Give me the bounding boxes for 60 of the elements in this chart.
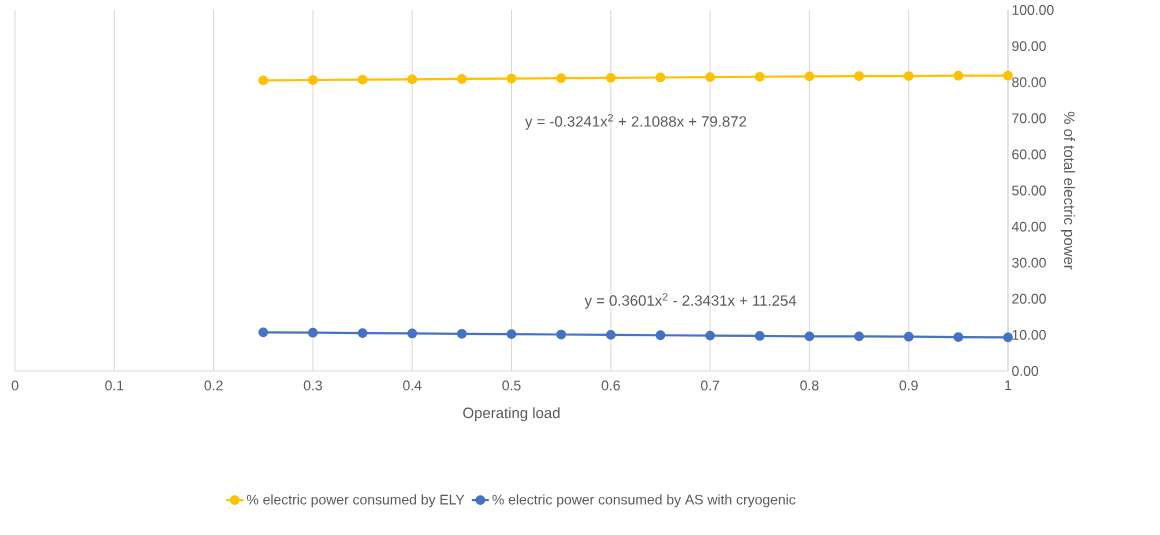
y-tick-label: 40.00 bbox=[1011, 221, 1046, 232]
y-tick-label: 100.00 bbox=[1012, 5, 1054, 15]
point bbox=[804, 71, 815, 82]
point bbox=[804, 331, 815, 342]
point bbox=[655, 330, 666, 341]
annotation: y = 0.3601x$^{2}$ - 2.3431x + 11.254 bbox=[584, 293, 797, 309]
x-tick-label: 0.8 bbox=[800, 380, 819, 391]
y-tick-label: 30.00 bbox=[1012, 257, 1046, 268]
point bbox=[357, 74, 368, 85]
y-axis-title: % of total electric power bbox=[1061, 111, 1075, 270]
point bbox=[705, 330, 715, 341]
point bbox=[258, 75, 269, 86]
point bbox=[308, 327, 318, 338]
annotation: y = -0.3241x$^{2}$ + 2.1088x + 79.872 bbox=[524, 114, 747, 130]
x-tick-label: 0.2 bbox=[204, 380, 223, 391]
x-axis-title: Operating load bbox=[463, 407, 560, 422]
y-tick-label: 10.00 bbox=[1012, 329, 1046, 340]
point bbox=[258, 327, 269, 338]
x-tick-label: 0.3 bbox=[303, 380, 322, 391]
point bbox=[854, 331, 864, 342]
point bbox=[506, 73, 517, 84]
y-tick-label: 90.00 bbox=[1012, 41, 1046, 52]
x-tick-label: 0.1 bbox=[105, 380, 124, 391]
y-tick-label: 60.00 bbox=[1012, 149, 1046, 160]
point bbox=[705, 72, 715, 83]
y-tick-label: 20.00 bbox=[1012, 293, 1046, 304]
y-tick-label: 0.00 bbox=[1012, 366, 1039, 376]
point bbox=[456, 328, 467, 339]
y-tick-label: 80.00 bbox=[1012, 77, 1046, 88]
point bbox=[308, 75, 318, 85]
point bbox=[655, 72, 666, 83]
point bbox=[456, 74, 467, 84]
point bbox=[407, 74, 418, 85]
x-tick-label: 0.4 bbox=[403, 380, 422, 391]
point bbox=[605, 72, 616, 83]
x-tick-label: 0.6 bbox=[601, 380, 620, 391]
point bbox=[1003, 332, 1013, 343]
y-tick-label: 70.00 bbox=[1012, 113, 1046, 124]
point bbox=[903, 331, 914, 342]
y-tick-label: 50.00 bbox=[1012, 185, 1046, 196]
point bbox=[754, 331, 765, 341]
point bbox=[605, 330, 616, 340]
point bbox=[854, 71, 864, 81]
point bbox=[903, 71, 914, 81]
point bbox=[506, 329, 517, 340]
point bbox=[407, 328, 418, 339]
x-tick-label: 0.7 bbox=[700, 380, 720, 391]
point bbox=[357, 328, 368, 338]
point bbox=[754, 71, 765, 82]
point bbox=[556, 73, 567, 84]
point bbox=[1003, 70, 1013, 81]
x-tick-label: 0.5 bbox=[502, 380, 521, 391]
point bbox=[556, 329, 567, 340]
legend-label: % electric power consumed by AS with cryogenic bbox=[492, 494, 796, 508]
point bbox=[953, 70, 964, 81]
x-tick-label: 0 bbox=[11, 380, 19, 391]
point bbox=[953, 332, 964, 342]
legend-label: % electric power consumed by ELY bbox=[246, 494, 465, 508]
x-tick-label: 1 bbox=[1005, 380, 1012, 391]
x-tick-label: 0.9 bbox=[899, 380, 918, 391]
